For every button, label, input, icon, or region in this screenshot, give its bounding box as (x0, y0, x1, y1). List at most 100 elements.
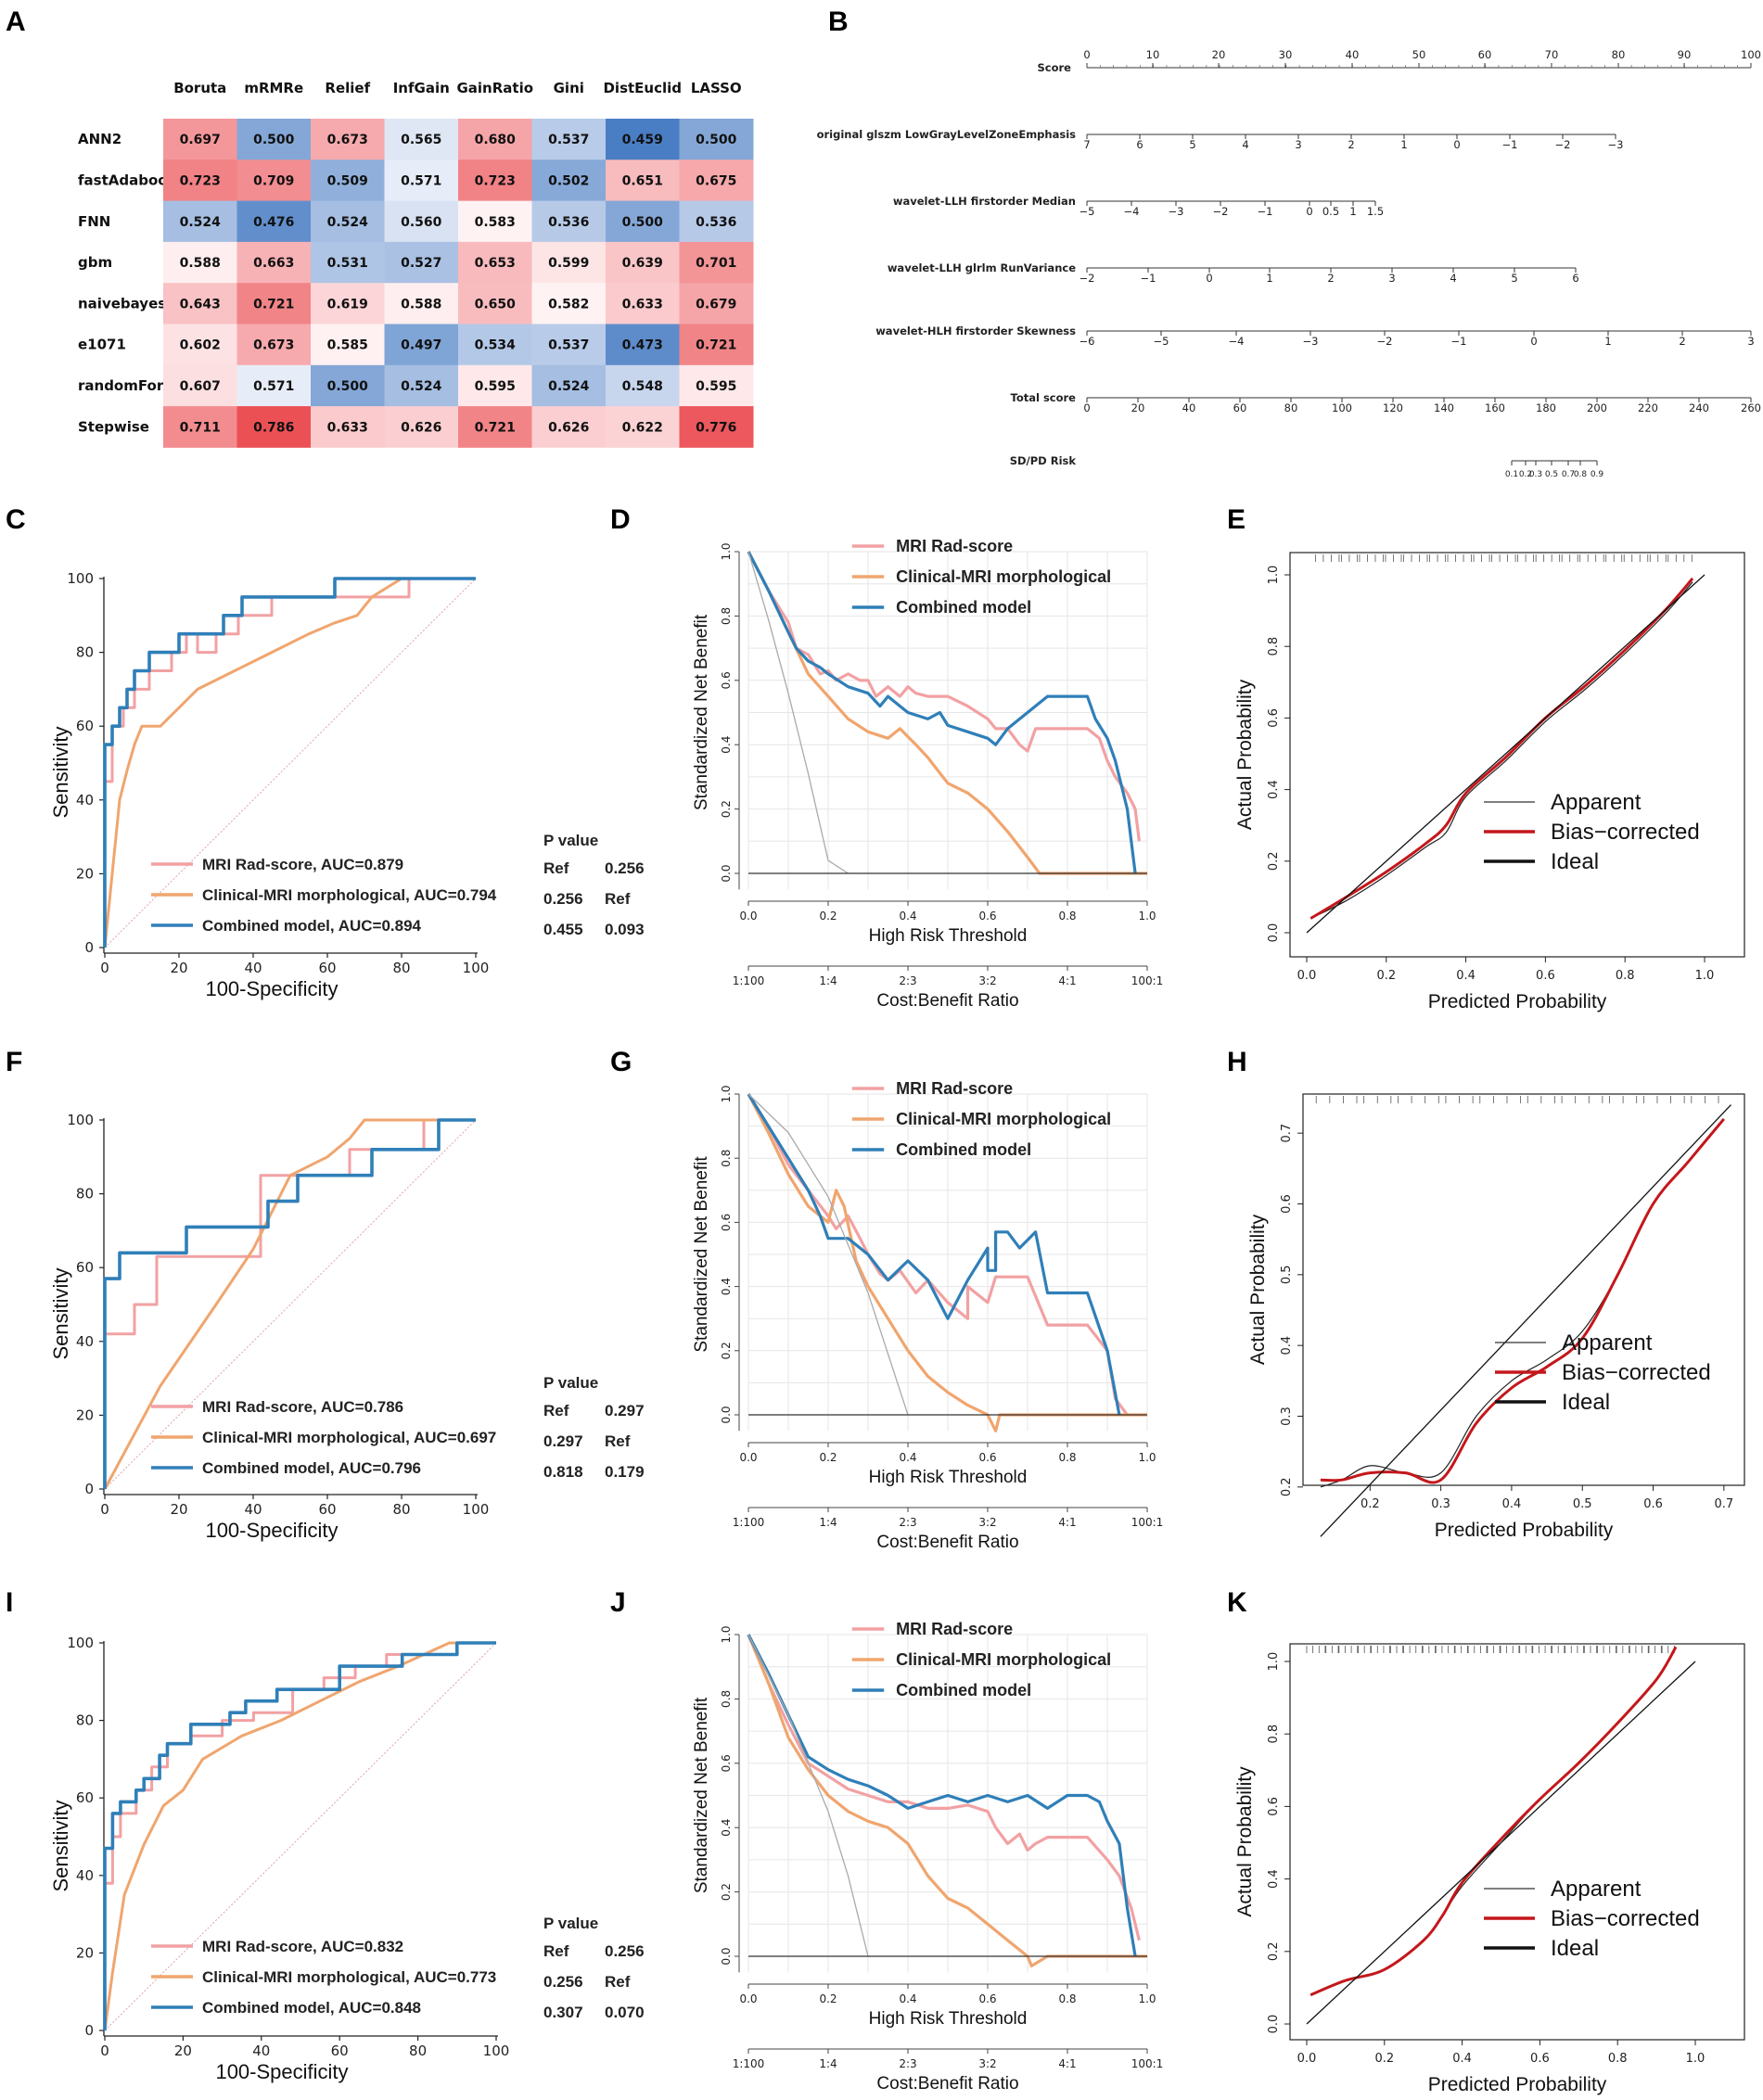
heatmap-cell (679, 406, 754, 448)
heatmap-column-header: LASSO (691, 80, 742, 96)
cal-line-ideal (1320, 1104, 1731, 1537)
roc-curve-clinical (103, 1641, 496, 2031)
heatmap-cell-value: 0.524 (548, 379, 590, 394)
cal-line-bias-corrected (1309, 1646, 1678, 1997)
heatmap-cell-value: 0.602 (180, 338, 221, 353)
dca-x-tick-label: 0.6 (978, 1992, 996, 2005)
dca-y-tick-label: 0.6 (720, 1214, 733, 1231)
heatmap-cell-value: 0.650 (475, 297, 517, 312)
heatmap-cell-value: 0.680 (475, 133, 517, 147)
roc-curve-clinical (103, 577, 476, 948)
cal-legend-label: Apparent (1551, 1877, 1642, 1902)
dca-x2-tick-label: 1:100 (733, 974, 765, 987)
dca-x2-tick-label: 4:1 (1058, 1516, 1076, 1529)
heatmap-cell-value: 0.595 (475, 379, 516, 394)
dca-x-tick-label: 0.8 (1058, 1451, 1076, 1464)
roc-y-axis-title: Sensitivity (49, 1267, 72, 1359)
heatmap-cell (384, 159, 459, 202)
dca-x2-tick-label: 100:1 (1131, 2057, 1164, 2070)
dca-y-tick-label: 0.8 (720, 607, 733, 625)
heatmap-cell (458, 159, 532, 202)
cal-x-tick-label: 1.0 (1686, 2052, 1706, 2066)
nomogram-tick-label: −5 (1080, 205, 1095, 218)
heatmap-cell (163, 159, 237, 202)
roc-x-tick-label: 80 (392, 1501, 410, 1518)
dca-y-axis-title: Standardized Net Benefit (692, 1697, 711, 1893)
heatmap-cell-value: 0.653 (475, 256, 516, 271)
nomogram-tick-label: 0 (1206, 272, 1212, 285)
heatmap-cell-value: 0.565 (401, 133, 441, 147)
roc-y-tick-label: 80 (76, 644, 94, 661)
calibration-panel-h: 0.2 0.3 0.4 0.5 0.6 0.7 0.2 0.3 0.4 0.5 0.6 0.7 Pred… (1247, 1093, 1745, 1541)
dca-x-tick-label: 1.0 (1138, 910, 1156, 923)
pvalue-cell: 0.070 (605, 2004, 645, 2021)
heatmap-cell (606, 119, 680, 160)
cal-line-apparent (1310, 581, 1693, 920)
pvalue-cell: Ref (605, 1973, 631, 1991)
dca-x2-axis-title: Cost:Benefit Ratio (876, 991, 1018, 1011)
heatmap-cell (163, 406, 237, 448)
dca-y-tick-label: 0.0 (720, 1947, 733, 1965)
heatmap-cell-value: 0.524 (327, 215, 369, 230)
cal-y-tick-label: 0.4 (1280, 1336, 1294, 1355)
heatmap-cell (458, 119, 532, 160)
roc-legend-label: Combined model, AUC=0.894 (202, 917, 422, 935)
heatmap-cell-value: 0.701 (696, 256, 736, 271)
heatmap-cell-value: 0.619 (327, 297, 368, 312)
heatmap-cell-value: 0.527 (401, 256, 441, 271)
heatmap-panel-a: Boruta mRMRe Relief InfGain GainRatio Gini Dis… (78, 80, 754, 448)
cal-x-tick-label: 0.8 (1608, 2052, 1628, 2066)
roc-y-tick-label: 100 (67, 1635, 94, 1651)
heatmap-cell (531, 283, 607, 325)
dca-x-tick-label: 0.6 (978, 1451, 996, 1464)
heatmap-cell-value: 0.524 (180, 215, 222, 230)
heatmap-cell-value: 0.500 (622, 215, 664, 230)
roc-x-tick-label: 40 (252, 2043, 270, 2059)
roc-x-tick-label: 40 (244, 1501, 262, 1518)
pvalue-cell: 0.297 (543, 1432, 583, 1450)
heatmap-cell (679, 324, 754, 366)
roc-x-tick-label: 20 (170, 960, 187, 976)
cal-y-tick-label: 0.8 (1267, 637, 1281, 656)
roc-y-tick-label: 80 (76, 1186, 94, 1203)
dca-x2-tick-label: 1:4 (819, 1516, 837, 1529)
cal-x-tick-label: 0.7 (1715, 1497, 1734, 1511)
pvalue-cell: 0.256 (543, 890, 583, 908)
nomogram-tick-label: 140 (1434, 401, 1454, 414)
dca-y-tick-label: 0.4 (720, 1278, 733, 1295)
heatmap-cell (163, 324, 237, 366)
dca-legend-label: MRI Rad-score (896, 1620, 1013, 1638)
pvalue-cell: 0.256 (543, 1973, 583, 1991)
heatmap-cell (311, 283, 385, 325)
heatmap-cell (236, 283, 312, 325)
roc-y-tick-label: 40 (76, 1867, 94, 1884)
heatmap-cell (384, 406, 459, 448)
nomogram-row-label: Score (1038, 61, 1072, 74)
dca-x-tick-label: 0.0 (739, 1992, 757, 2005)
heatmap-row-label: gbm (78, 254, 112, 271)
nomogram-tick-label: −2 (1213, 205, 1229, 218)
nomogram-tick-label: 120 (1383, 401, 1403, 414)
dca-panel-g: 0.0 0.2 0.4 0.6 0.8 1.0 0.0 0.2 0.4 0.6 0.8 1.0 1:10… (692, 1079, 1163, 1552)
heatmap-cell (384, 324, 459, 366)
nomogram-tick-label: 1.5 (1367, 205, 1384, 218)
nomogram-tick-label: −3 (1169, 205, 1184, 218)
panel-letter-h: H (1227, 1047, 1247, 1077)
panel-letter-f: F (6, 1047, 22, 1077)
calibration-frame (1289, 1643, 1745, 2041)
roc-y-axis-title: Sensitivity (49, 1800, 72, 1891)
dca-x-tick-label: 0.2 (819, 910, 837, 923)
heatmap-cell-value: 0.534 (475, 338, 517, 353)
nomogram-tick-label: 50 (1412, 48, 1426, 61)
cal-y-tick-label: 0.2 (1280, 1477, 1294, 1496)
heatmap-cell-value: 0.679 (696, 297, 736, 312)
nomogram-tick-label: 3 (1747, 335, 1754, 348)
cal-line-apparent (1309, 1647, 1677, 1996)
roc-x-tick-label: 0 (100, 960, 109, 976)
dca-y-tick-label: 0.2 (720, 800, 733, 818)
heatmap-cell (679, 159, 754, 202)
cal-legend-label: Ideal (1551, 1936, 1599, 1961)
nomogram-row-label: wavelet-HLH firstorder Skewness (875, 325, 1076, 337)
dca-x2-tick-label: 1:100 (733, 1516, 765, 1529)
